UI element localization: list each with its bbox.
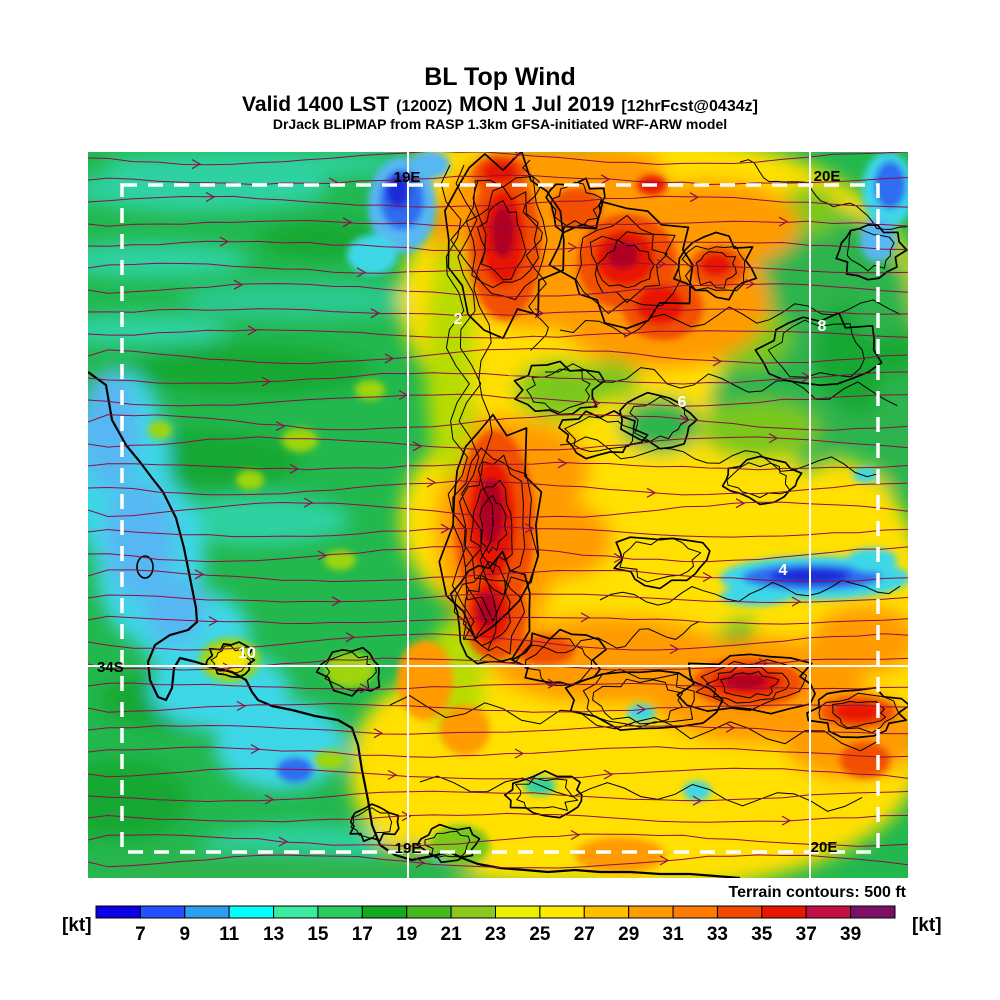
colorbar-tick-label: 13 [263, 924, 284, 945]
terrain-note: Terrain contours: 500 ft [728, 884, 906, 901]
valid-prefix: Valid 1400 LST [242, 93, 389, 116]
colorbar-tick-label: 27 [574, 924, 595, 945]
wind-speed-label: 4 [779, 562, 788, 579]
colorbar-segment [273, 905, 319, 919]
forecast-tag: [12hrFcst@0434z] [621, 98, 758, 115]
valid-line: Valid 1400 LST (1200Z) MON 1 Jul 2019 [12hr… [242, 93, 758, 116]
page-title: BL Top Wind [424, 63, 576, 91]
model-line: DrJack BLIPMAP from RASP 1.3km GFSA-init… [273, 116, 727, 132]
colorbar-segment [139, 905, 186, 919]
colorbar-tick-label: 9 [180, 924, 191, 945]
colorbar-segment [850, 905, 896, 919]
colorbar-segment [184, 905, 230, 919]
colorbar: 7 9 11 13 15 17 19 21 23 25 27 29 31 33 35 37 39 [95, 905, 896, 945]
wind-speed-label: 8 [818, 318, 827, 335]
colorbar-segment [672, 905, 718, 919]
colorbar-tick-label: 37 [796, 924, 817, 945]
colorbar-segment [406, 905, 452, 919]
wind-field-cores [148, 152, 908, 873]
colorbar-tick-label: 15 [307, 924, 329, 945]
colorbar-segment [228, 905, 275, 919]
graticule-label: 19E [395, 840, 422, 857]
map-labels: 19E20E34S34S19E20E268104 [97, 168, 841, 857]
colorbar-tick-label: 7 [135, 924, 146, 945]
colorbar-unit-left: [kt] [62, 915, 92, 936]
colorbar-segment [539, 905, 585, 919]
graticule-label: 20E [811, 839, 838, 856]
valid-date: MON 1 Jul 2019 [459, 93, 614, 116]
wind-speed-label: 6 [678, 394, 687, 411]
colorbar-tick-label: 25 [529, 924, 551, 945]
colorbar-tick-label: 23 [485, 924, 506, 945]
colorbar-tick-label: 21 [441, 924, 463, 945]
wind-speed-label: 2 [454, 311, 463, 328]
colorbar-segment [628, 905, 674, 919]
colorbar-segment [95, 905, 141, 919]
wind-map: 19E20E34S34S19E20E268104 [88, 152, 908, 878]
graticule-label: 34S [97, 659, 124, 676]
graticule-lines [88, 152, 908, 878]
coastline [88, 371, 741, 878]
graticule-label: 20E [814, 168, 841, 185]
valid-zulu: (1200Z) [396, 98, 452, 115]
colorbar-tick-label: 31 [663, 924, 685, 945]
colorbar-segment [450, 905, 496, 919]
colorbar-tick-label: 39 [840, 924, 861, 945]
colorbar-tick-label: 33 [707, 924, 728, 945]
colorbar-segment [317, 905, 363, 919]
coast-island [136, 555, 154, 579]
colorbar-tick-label: 29 [618, 924, 639, 945]
graticule-label: 19E [394, 169, 421, 186]
domain-boundary-dashed [120, 183, 880, 854]
colorbar-tick-label: 17 [352, 924, 373, 945]
colorbar-segment [495, 905, 541, 919]
colorbar-tick-label: 11 [219, 924, 240, 945]
colorbar-segment [716, 905, 763, 919]
wind-speed-label: 10 [238, 645, 256, 662]
colorbar-segment [761, 905, 807, 919]
colorbar-tick-label: 35 [751, 924, 773, 945]
colorbar-segment [361, 905, 408, 919]
colorbar-unit-right: [kt] [912, 915, 942, 936]
colorbar-segment [583, 905, 630, 919]
colorbar-segment [805, 905, 852, 919]
colorbar-tick-label: 19 [396, 924, 417, 945]
wind-streamlines [88, 152, 908, 869]
